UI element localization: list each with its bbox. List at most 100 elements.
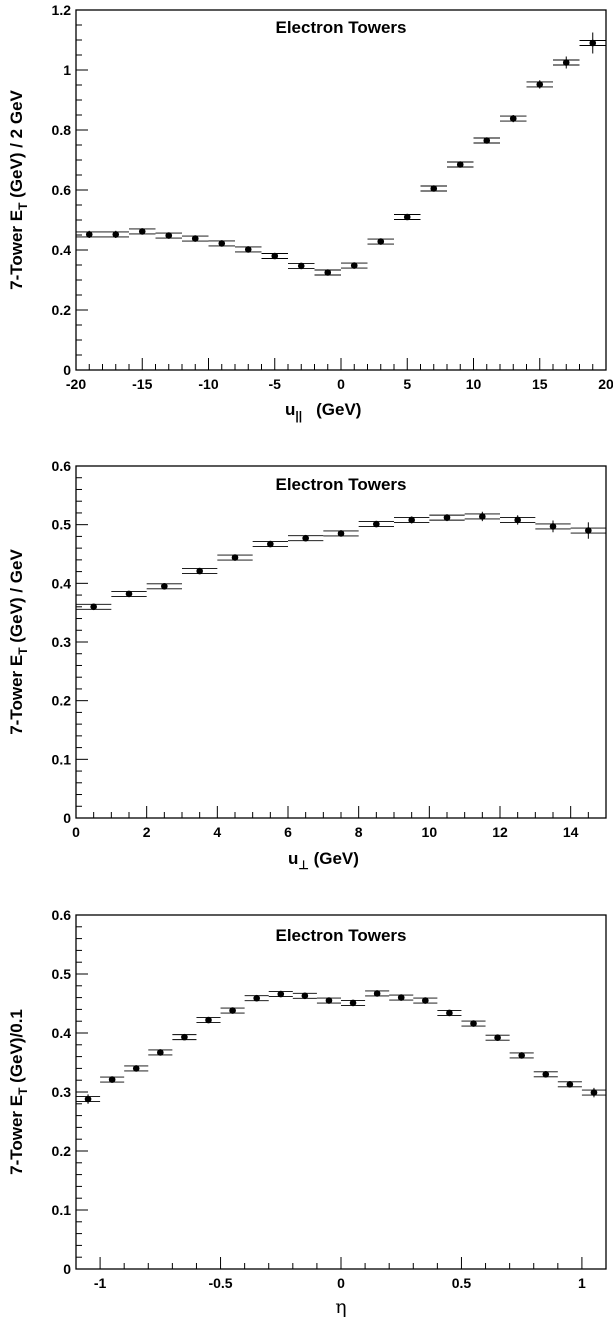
y-tick-label: 0.8	[52, 122, 72, 138]
data-marker	[509, 115, 517, 122]
data-point	[461, 1020, 486, 1027]
data-point	[429, 514, 465, 522]
y-axis-title-sub: T	[16, 202, 30, 210]
x-tick-label: 20	[598, 376, 613, 392]
data-point	[394, 516, 430, 524]
data-point	[358, 520, 394, 528]
data-marker	[373, 520, 380, 528]
y-tick-label: 0.1	[52, 1202, 72, 1218]
data-marker	[590, 1089, 598, 1096]
data-point	[182, 235, 209, 242]
x-tick-label: 0	[337, 376, 345, 392]
data-marker	[373, 990, 381, 997]
y-tick-label: 0.2	[52, 1143, 72, 1159]
data-marker	[181, 1033, 188, 1041]
data-point	[341, 999, 366, 1007]
data-marker	[325, 997, 333, 1004]
data-point	[196, 1016, 221, 1024]
data-point	[76, 603, 112, 611]
y-tick-label: 0	[63, 362, 71, 378]
y-axis-title-main: 7-Tower E	[7, 1095, 26, 1175]
data-marker	[324, 269, 332, 276]
y-tick-label: 0.3	[52, 634, 72, 650]
y-axis-title-main: 7-Tower E	[7, 655, 26, 735]
y-axis-title: 7-Tower ET (GeV) / 2 GeV	[7, 89, 30, 289]
data-point	[341, 262, 368, 269]
data-marker	[271, 252, 279, 260]
y-tick-label: 0.4	[52, 1025, 72, 1041]
y-axis-title-sub: T	[16, 647, 30, 655]
x-axis-title-sub: ||	[295, 409, 302, 423]
y-tick-label: 0.5	[52, 517, 72, 533]
data-point	[244, 994, 269, 1002]
data-marker	[218, 240, 226, 247]
data-point	[208, 240, 235, 247]
y-axis-title: 7-Tower ET (GeV) / GeV	[7, 549, 30, 735]
data-marker	[349, 999, 357, 1007]
x-tick-label: 5	[403, 376, 411, 392]
y-tick-label: 1	[63, 62, 71, 78]
y-tick-label: 0.2	[52, 302, 72, 318]
data-marker	[430, 185, 438, 192]
data-marker	[456, 161, 464, 168]
data-marker	[112, 231, 120, 238]
data-point	[252, 540, 288, 548]
chart-title: Electron Towers	[276, 475, 407, 494]
data-point	[570, 522, 606, 539]
data-point	[288, 262, 315, 270]
x-tick-label: -5	[269, 376, 282, 392]
x-axis-title-unit: (GeV)	[316, 400, 361, 419]
x-axis-title: u|| (GeV)	[285, 400, 361, 423]
data-point	[413, 997, 438, 1004]
data-marker	[518, 1052, 525, 1059]
y-axis-title-unit: (GeV) / 2 GeV	[7, 89, 26, 202]
data-point	[146, 582, 182, 590]
data-marker	[253, 994, 260, 1002]
data-marker	[483, 137, 491, 144]
x-tick-label: -15	[132, 376, 152, 392]
data-marker	[161, 582, 168, 590]
x-tick-label: 1	[578, 1275, 586, 1291]
data-point	[111, 590, 147, 598]
y-axis-title: 7-Tower ET (GeV)/0.1	[7, 1009, 30, 1175]
data-point	[100, 1076, 125, 1083]
y-tick-label: 0.6	[52, 907, 72, 923]
data-marker	[85, 231, 93, 238]
data-point	[292, 992, 317, 1000]
plot-frame	[75, 465, 607, 819]
x-tick-label: 12	[492, 824, 508, 840]
data-point	[389, 994, 414, 1001]
x-tick-label: -10	[198, 376, 218, 392]
data-marker	[125, 590, 133, 598]
data-marker	[446, 1009, 453, 1017]
y-tick-label: 0.1	[52, 751, 72, 767]
data-marker	[297, 262, 305, 270]
y-tick-label: 0	[63, 810, 71, 826]
data-point	[76, 230, 103, 238]
data-marker	[422, 997, 429, 1004]
data-marker	[589, 39, 597, 47]
x-tick-label: -20	[66, 376, 86, 392]
data-marker	[191, 235, 199, 242]
y-tick-label: 0.6	[52, 182, 72, 198]
data-point	[235, 246, 262, 253]
chart-title: Electron Towers	[276, 926, 407, 945]
data-marker	[231, 554, 239, 561]
data-marker	[562, 59, 570, 66]
data-marker	[536, 81, 544, 88]
data-point	[367, 238, 394, 245]
data-marker	[84, 1095, 92, 1103]
data-point	[288, 534, 324, 542]
data-marker	[267, 540, 274, 548]
data-point	[172, 1033, 197, 1041]
y-tick-label: 0.4	[52, 575, 72, 591]
data-point	[182, 567, 218, 575]
x-tick-label: -0.5	[208, 1275, 232, 1291]
data-marker	[301, 992, 309, 1000]
data-point	[420, 185, 447, 192]
plot-frame	[75, 914, 607, 1270]
data-point	[102, 230, 129, 238]
data-point	[314, 269, 341, 276]
data-marker	[229, 1007, 236, 1014]
y-tick-label: 1.2	[52, 2, 72, 18]
